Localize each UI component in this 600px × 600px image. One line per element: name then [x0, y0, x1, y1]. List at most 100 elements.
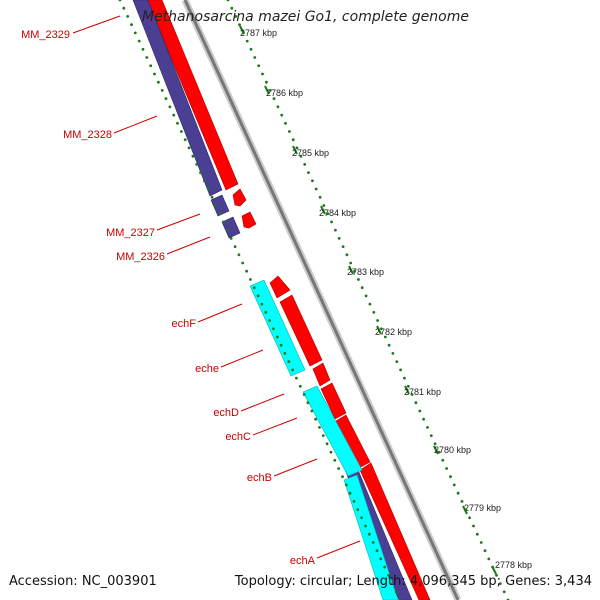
outer-scale-dot — [383, 335, 387, 339]
gene-label: echA — [290, 555, 316, 567]
gene-label: echC — [225, 431, 251, 443]
inner-scale-dot — [260, 302, 264, 306]
outer-scale-dot — [345, 253, 349, 257]
ech-block-3 — [343, 474, 399, 600]
inner-scale-dot — [126, 15, 130, 18]
outer-scale-dot — [257, 64, 261, 68]
inner-scale-dot — [206, 187, 210, 191]
outer-scale-dot — [360, 286, 364, 290]
cds-echc-1 — [320, 382, 347, 420]
inner-scale-dot — [153, 72, 156, 76]
outer-scale-dot — [326, 212, 330, 216]
outer-scale-dot — [368, 302, 372, 306]
inner-scale-dot — [237, 253, 241, 257]
outer-scale-dot — [475, 532, 479, 536]
inner-scale-dot — [199, 171, 202, 175]
inner-scale-dot — [383, 565, 387, 569]
inner-scale-dot — [195, 163, 199, 166]
inner-scale-dot — [233, 245, 237, 249]
ech-block-2 — [302, 385, 363, 477]
inner-scale-dot — [279, 343, 283, 347]
inner-scale-dot — [287, 360, 291, 363]
outer-scale-dot — [460, 500, 464, 503]
scale-label: 2778 kbp — [495, 560, 532, 570]
outer-scale-dot — [234, 15, 238, 18]
outer-scale-dot — [441, 458, 445, 462]
inner-scale-dot — [118, 0, 122, 2]
outer-scale-dot — [452, 483, 456, 487]
inner-scale-dot — [145, 56, 149, 59]
inner-scale-dot — [291, 368, 294, 372]
outer-scale-dot — [495, 573, 498, 577]
outer-scale-dot — [303, 163, 307, 166]
outer-scale-dot — [498, 582, 502, 585]
inner-scale-dot — [245, 269, 249, 273]
outer-scale-dot — [284, 121, 287, 125]
genome-summary-text: Topology: circular; Length: 4,096,345 bp… — [234, 574, 592, 589]
outer-scale-dot — [272, 97, 276, 100]
outer-scale-dot — [307, 171, 310, 175]
gene-labels: MM_2329 MM_2328 MM_2327 MM_2326 echF ech… — [21, 29, 316, 567]
accession-text: Accession: NC_003901 — [9, 574, 157, 589]
gene-label: MM_2328 — [63, 129, 112, 141]
outer-scale-dot — [502, 590, 506, 594]
genome-backbone — [181, 0, 462, 600]
outer-scale-dot — [241, 31, 245, 35]
scale-ticks — [239, 25, 497, 575]
forward-cds-track — [146, 0, 431, 600]
inner-scale-dot — [314, 417, 317, 421]
outer-scale-dot — [445, 467, 448, 470]
inner-scale-dot — [191, 154, 195, 158]
gene-label: MM_2326 — [116, 251, 165, 263]
outer-scale-dot — [376, 319, 379, 322]
scale-label: 2779 kbp — [464, 503, 501, 513]
inner-scale-dot — [157, 80, 160, 84]
outer-scale-dot — [429, 434, 433, 437]
outer-scale-dot — [311, 179, 314, 183]
inner-scale-dot — [180, 130, 183, 133]
outer-scale-dot — [364, 294, 368, 298]
inner-scale-dot — [348, 491, 352, 495]
outer-scale-dot — [280, 113, 284, 117]
cds-mm-2329 — [146, 0, 239, 191]
inner-scale-dot — [275, 335, 279, 339]
outer-scale-dot — [230, 6, 234, 10]
inner-scale-dot — [379, 557, 383, 561]
inner-scale-dot — [329, 450, 333, 454]
gene-label: eche — [195, 363, 219, 375]
outer-scale-dot — [399, 368, 402, 372]
scale-labels: 2787 kbp 2786 kbp 2785 kbp 2784 kbp 2783… — [240, 28, 532, 570]
gene-label: echF — [172, 318, 197, 330]
outer-scale-dot — [437, 450, 441, 454]
inner-scale-dot — [149, 64, 153, 68]
outer-scale-dot — [261, 72, 264, 76]
label-leaders — [72, 15, 361, 559]
gene-label: MM_2327 — [106, 227, 155, 239]
outer-scale-dot — [456, 491, 460, 495]
outer-scale-dot — [464, 508, 468, 511]
outer-scale-dot — [276, 105, 280, 109]
outer-scale-dot — [406, 384, 410, 388]
outer-scale-dot — [449, 475, 452, 479]
inner-scale-dot — [249, 278, 252, 281]
inner-scale-dot — [183, 138, 187, 142]
inner-scale-dot — [222, 220, 226, 224]
inner-scale-dot — [371, 541, 375, 544]
outer-scale-dot — [291, 138, 295, 142]
scale-label: 2784 kbp — [319, 208, 356, 218]
outer-scale-dot — [387, 343, 391, 347]
outer-scale-dot — [245, 39, 249, 43]
outer-scale-dot — [422, 417, 425, 421]
outer-scale-dot — [341, 245, 345, 249]
cds-mm-2327-arrow — [232, 188, 247, 207]
outer-scale-dot — [334, 228, 337, 232]
inner-scale-dot — [283, 352, 287, 355]
inner-scale-dot — [298, 384, 302, 388]
ech-operon-track — [249, 279, 399, 600]
outer-scale-dot — [330, 220, 333, 224]
outer-scale-dot — [265, 80, 268, 84]
outer-scale-dot — [226, 0, 230, 2]
inner-scale-dot — [241, 261, 245, 265]
outer-scale-dot — [295, 146, 299, 150]
